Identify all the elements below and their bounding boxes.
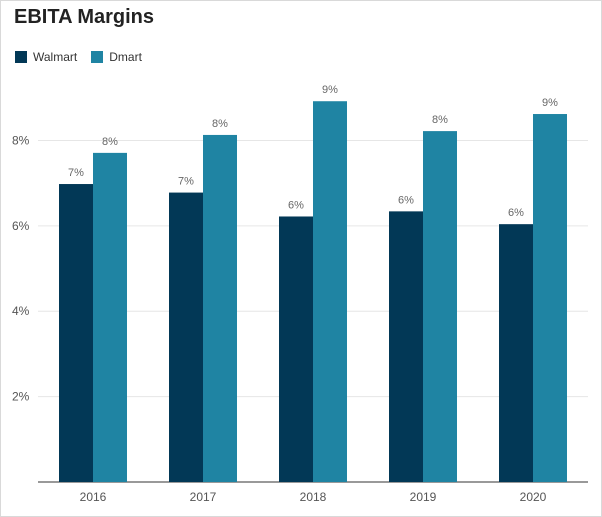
chart-title: EBITA Margins (14, 6, 155, 28)
data-label-walmart-2017: 7% (178, 176, 194, 188)
x-tick-label-2020: 2020 (520, 490, 547, 504)
data-label-dmart-2019: 8% (432, 114, 448, 126)
y-tick-label: 8% (12, 133, 30, 147)
chart-legend: Walmart Dmart (15, 50, 156, 64)
x-tick-label-2018: 2018 (300, 490, 327, 504)
data-label-dmart-2020: 9% (542, 97, 558, 109)
bar-walmart-2020[interactable] (499, 224, 533, 482)
bar-dmart-2019[interactable] (423, 131, 457, 483)
y-tick-label: 4% (12, 304, 30, 318)
legend-swatch-walmart (15, 51, 27, 63)
y-tick-label: 2% (12, 390, 30, 404)
data-label-dmart-2016: 8% (102, 136, 118, 148)
legend-label-dmart: Dmart (109, 50, 142, 64)
data-label-walmart-2020: 6% (508, 207, 524, 219)
data-label-walmart-2018: 6% (288, 199, 304, 211)
data-label-dmart-2018: 9% (322, 84, 338, 96)
legend-swatch-dmart (91, 51, 104, 63)
bar-dmart-2018[interactable] (313, 101, 347, 483)
bar-walmart-2019[interactable] (389, 211, 423, 482)
bar-dmart-2020[interactable] (533, 114, 567, 482)
x-tick-label-2017: 2017 (190, 490, 217, 504)
data-label-dmart-2017: 8% (212, 118, 228, 130)
bar-walmart-2016[interactable] (59, 184, 93, 482)
bar-dmart-2016[interactable] (93, 152, 127, 482)
bar-walmart-2017[interactable] (169, 192, 203, 482)
legend-label-walmart: Walmart (33, 50, 78, 64)
legend-item-walmart[interactable]: Walmart (15, 50, 77, 64)
y-tick-label: 6% (12, 219, 30, 233)
bar-dmart-2017[interactable] (203, 134, 237, 482)
bar-walmart-2018[interactable] (279, 216, 313, 483)
data-label-walmart-2019: 6% (398, 194, 414, 206)
legend-item-dmart[interactable]: Dmart (91, 50, 142, 64)
data-label-walmart-2016: 7% (68, 167, 84, 179)
x-tick-label-2019: 2019 (410, 490, 437, 504)
x-tick-label-2016: 2016 (80, 490, 107, 504)
